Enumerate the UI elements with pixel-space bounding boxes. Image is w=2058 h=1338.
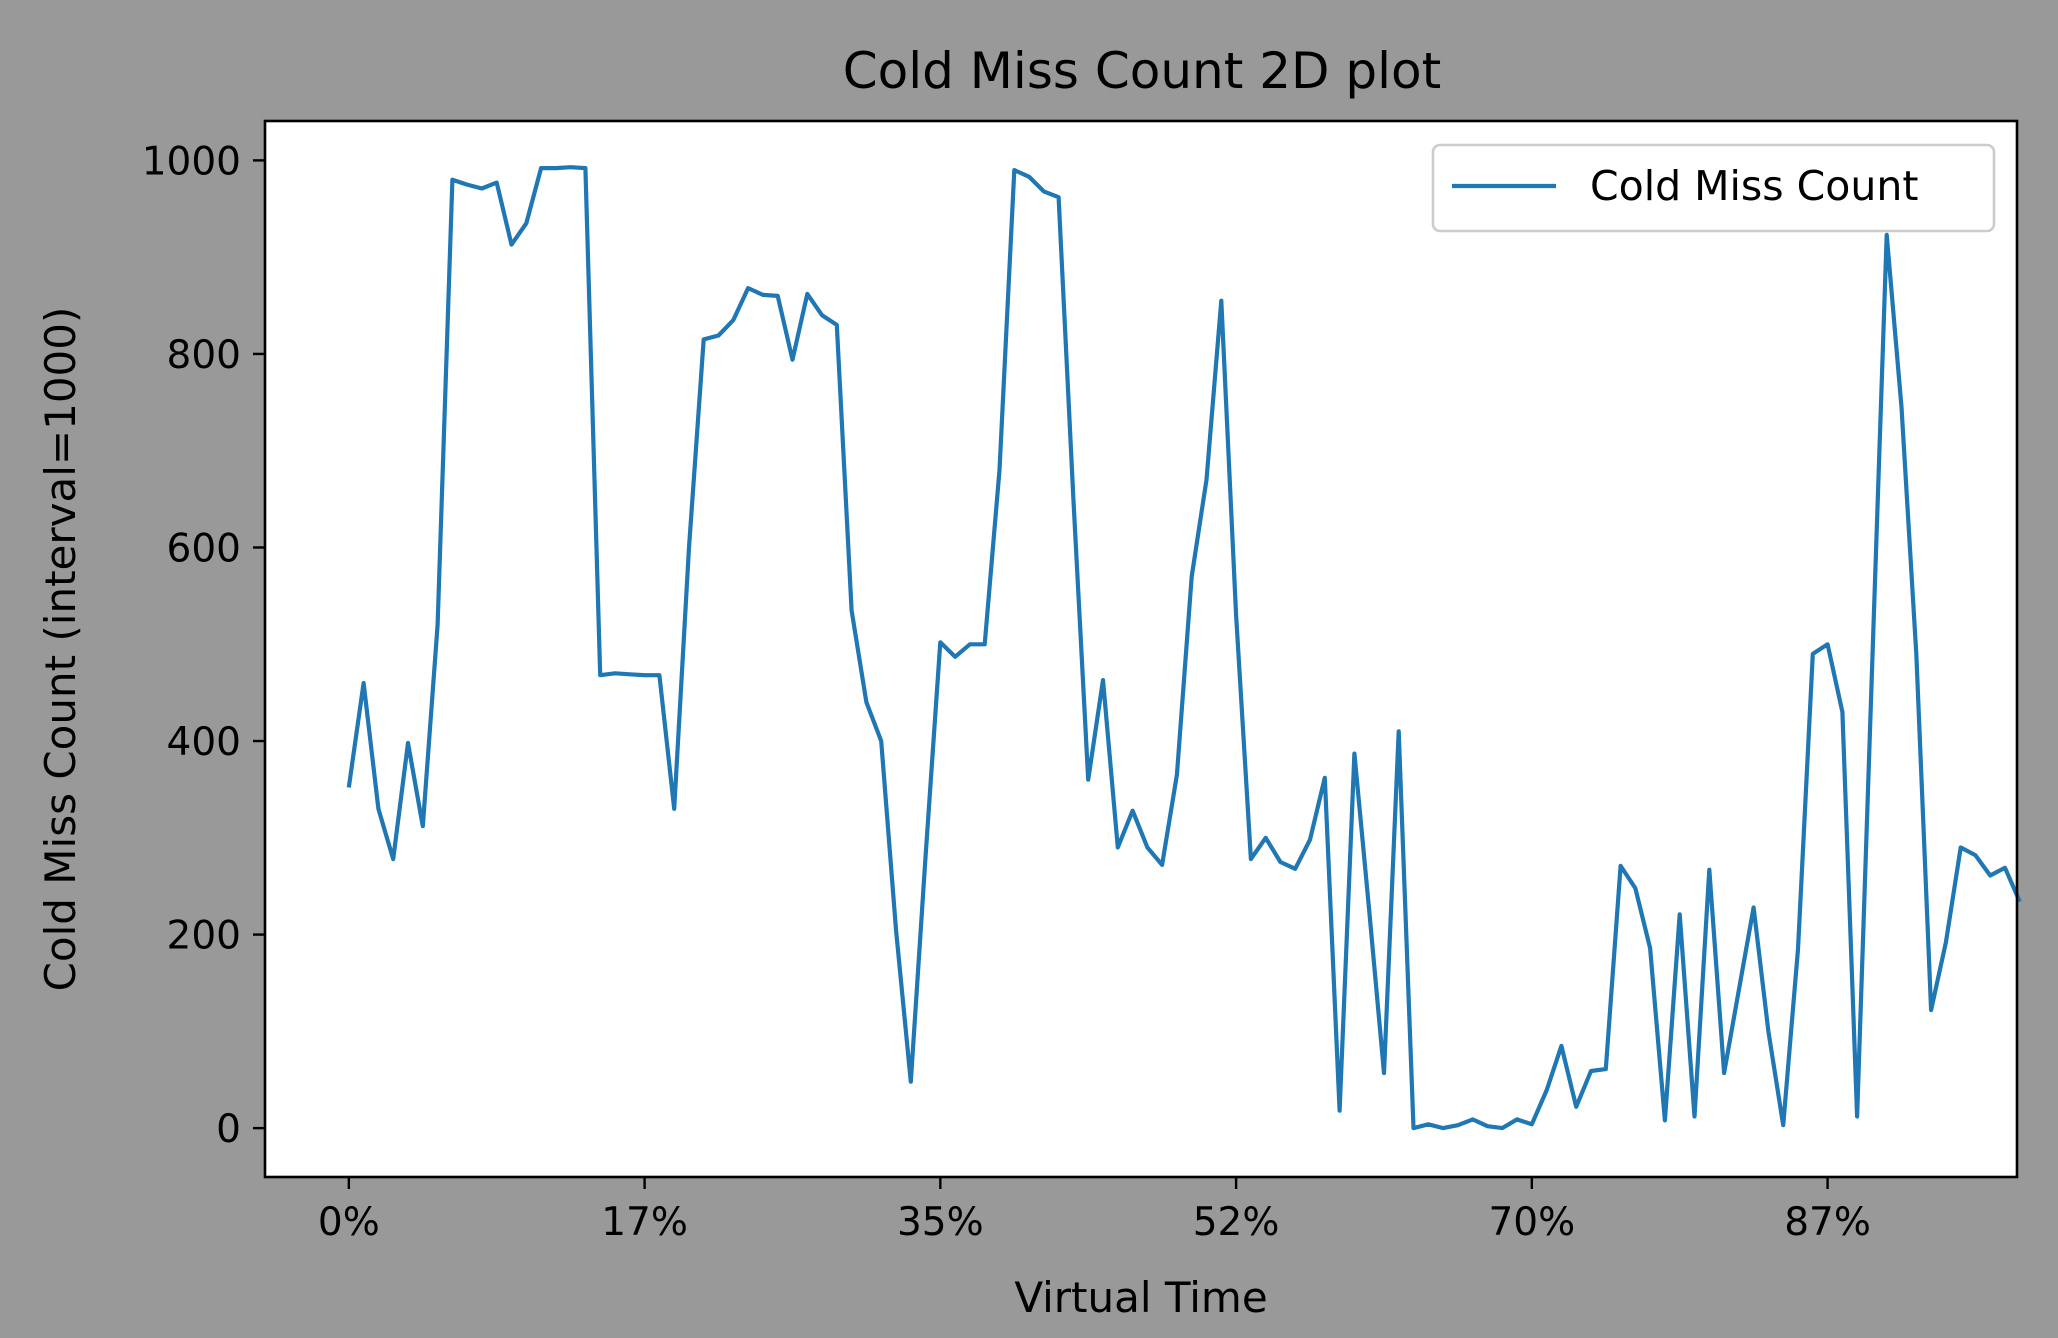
plot-frame (263, 119, 2019, 1179)
chart-title: Cold Miss Count 2D plot (843, 42, 1441, 100)
y-tick-label: 800 (167, 333, 241, 378)
legend-label-cold-miss-count: Cold Miss Count (1590, 162, 1918, 210)
plot-background (265, 121, 2017, 1177)
legend: Cold Miss Count (1431, 143, 1996, 233)
x-axis-label: Virtual Time (1014, 1273, 1267, 1322)
x-tick-label: 70% (1488, 1200, 1575, 1245)
x-tick-label: 0% (318, 1200, 380, 1245)
x-tick-label: 35% (897, 1200, 984, 1245)
y-axis-label: Cold Miss Count (interval=1000) (36, 307, 85, 992)
plot-area: 0% 17% 35% 52% 70% 87% 0 200 400 600 800 1000 (142, 119, 2022, 1245)
y-tick-label: 600 (167, 526, 241, 571)
legend-box (1431, 143, 1996, 233)
y-tick-label: 200 (167, 914, 241, 959)
y-tick-label: 0 (216, 1107, 241, 1152)
y-tick-label: 1000 (142, 139, 241, 184)
x-tick-label: 87% (1784, 1200, 1871, 1245)
x-tick-label: 17% (601, 1200, 688, 1245)
y-tick-label: 400 (167, 720, 241, 765)
x-axis: 0% 17% 35% 52% 70% 87% (318, 1177, 1871, 1245)
series-line-cold-miss-count (346, 165, 2022, 1131)
y-axis: 0 200 400 600 800 1000 (142, 139, 265, 1152)
x-tick-label: 52% (1193, 1200, 1280, 1245)
